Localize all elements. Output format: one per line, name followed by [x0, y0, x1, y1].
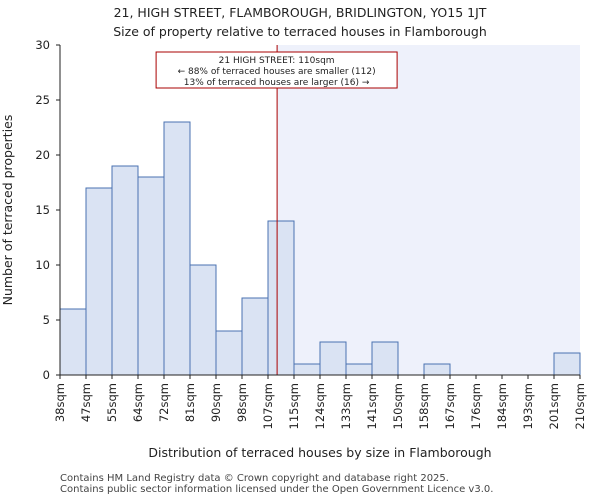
- x-tick-label: 193sqm: [521, 383, 535, 429]
- chart-title-block: 21, HIGH STREET, FLAMBOROUGH, BRIDLINGTO…: [0, 3, 600, 41]
- x-tick-label: 115sqm: [287, 383, 301, 429]
- x-tick-label: 90sqm: [209, 383, 223, 422]
- bar-72sqm: [163, 121, 191, 376]
- x-tick-label: 176sqm: [469, 383, 483, 429]
- bar-124sqm: [319, 341, 347, 376]
- annotation-line-3: 13% of terraced houses are larger (16) →: [184, 78, 370, 88]
- bar-38sqm: [59, 308, 87, 376]
- x-tick-label: 158sqm: [417, 383, 431, 429]
- annotation-box: 21 HIGH STREET: 110sqm ← 88% of terraced…: [155, 51, 398, 89]
- bar-98sqm: [241, 297, 269, 376]
- x-ticks-group: 38sqm 47sqm 55sqm 64sqm 72sqm 81sqm 90sqm 98sqm…: [53, 375, 587, 429]
- bar-81sqm: [189, 264, 217, 376]
- y-tick-label: 15: [35, 203, 50, 217]
- annotation-line-1: 21 HIGH STREET: 110sqm: [219, 56, 335, 66]
- chart-subtitle: Size of property relative to terraced ho…: [113, 24, 487, 39]
- bar-201sqm: [553, 352, 581, 376]
- footer-line-2: Contains public sector information licen…: [60, 484, 494, 495]
- x-tick-label: 38sqm: [53, 383, 67, 422]
- x-tick-label: 81sqm: [183, 383, 197, 422]
- x-tick-label: 72sqm: [157, 383, 171, 422]
- bars-group: [59, 121, 581, 376]
- annotation-frame: [155, 51, 398, 89]
- bar-158sqm: [423, 363, 451, 376]
- footer-attribution: Contains HM Land Registry data © Crown c…: [60, 473, 493, 495]
- y-axis-title: Number of terraced properties: [0, 115, 15, 306]
- y-tick-label: 30: [35, 38, 50, 52]
- y-tick-label: 0: [43, 368, 50, 382]
- x-tick-label: 55sqm: [105, 383, 119, 422]
- x-tick-label: 150sqm: [391, 383, 405, 429]
- x-tick-label: 107sqm: [261, 383, 275, 429]
- footer-line-1: Contains HM Land Registry data © Crown c…: [60, 473, 449, 484]
- x-tick-label: 47sqm: [79, 383, 93, 422]
- bar-47sqm: [85, 187, 113, 376]
- x-tick-label: 210sqm: [573, 383, 587, 429]
- chart-title: 21, HIGH STREET, FLAMBOROUGH, BRIDLINGTO…: [113, 5, 487, 20]
- bar-90sqm: [215, 330, 243, 376]
- y-tick-label: 20: [35, 148, 50, 162]
- y-ticks-group: 0 5 10 15 20 25 30: [35, 38, 60, 382]
- bar-133sqm: [345, 363, 373, 376]
- x-tick-label: 64sqm: [131, 383, 145, 422]
- y-tick-label: 5: [43, 313, 50, 327]
- highlight-region: [277, 45, 580, 375]
- x-tick-label: 184sqm: [495, 383, 509, 429]
- x-tick-label: 98sqm: [235, 383, 249, 422]
- bar-55sqm: [111, 165, 139, 376]
- x-tick-label: 133sqm: [339, 383, 353, 429]
- y-tick-label: 25: [35, 93, 50, 107]
- x-axis-title: Distribution of terraced houses by size …: [148, 445, 491, 460]
- bar-141sqm: [371, 341, 399, 376]
- x-tick-label: 141sqm: [365, 383, 379, 429]
- bar-115sqm: [293, 363, 321, 376]
- x-tick-label: 124sqm: [313, 383, 327, 429]
- x-tick-label: 167sqm: [443, 383, 457, 429]
- bar-107sqm: [267, 220, 295, 376]
- bar-64sqm: [137, 176, 165, 376]
- annotation-line-2: ← 88% of terraced houses are smaller (11…: [178, 67, 376, 77]
- y-tick-label: 10: [35, 258, 50, 272]
- x-tick-label: 201sqm: [547, 383, 561, 429]
